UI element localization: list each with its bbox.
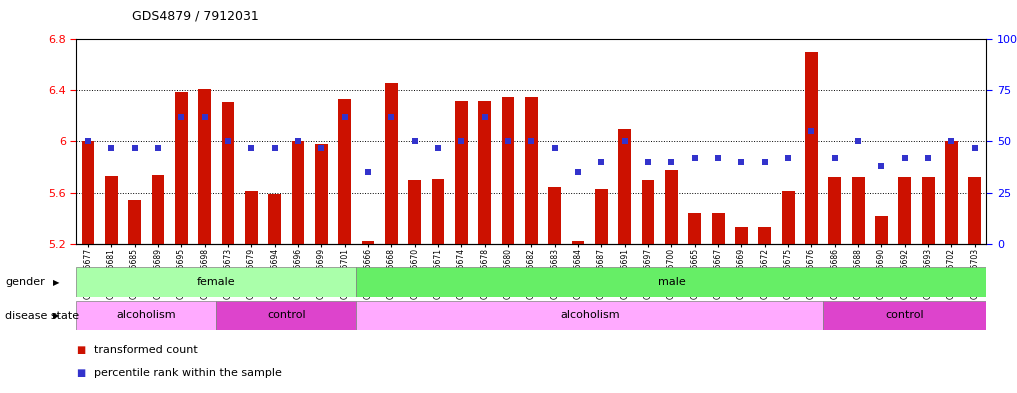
- Bar: [455, 101, 468, 244]
- Bar: [362, 241, 374, 244]
- Bar: [548, 187, 561, 244]
- Bar: [76, 301, 217, 330]
- Bar: [315, 144, 327, 244]
- Text: GDS4879 / 7912031: GDS4879 / 7912031: [132, 10, 259, 23]
- Text: ▶: ▶: [53, 278, 59, 286]
- Bar: [735, 227, 747, 244]
- Text: alcoholism: alcoholism: [117, 310, 176, 320]
- Bar: [968, 177, 981, 244]
- Bar: [595, 189, 608, 244]
- Bar: [805, 52, 818, 244]
- Text: ■: ■: [76, 368, 85, 378]
- Bar: [665, 169, 678, 244]
- Bar: [898, 177, 911, 244]
- Bar: [642, 180, 655, 244]
- Text: percentile rank within the sample: percentile rank within the sample: [94, 368, 282, 378]
- Bar: [339, 99, 351, 244]
- Text: disease state: disease state: [5, 310, 79, 321]
- Bar: [572, 241, 585, 244]
- Bar: [408, 180, 421, 244]
- Text: gender: gender: [5, 277, 45, 287]
- Bar: [384, 83, 398, 244]
- Bar: [945, 141, 958, 244]
- Bar: [851, 177, 864, 244]
- Bar: [689, 213, 701, 244]
- Bar: [198, 89, 212, 244]
- Bar: [921, 177, 935, 244]
- Bar: [759, 227, 771, 244]
- Bar: [217, 301, 356, 330]
- Bar: [292, 141, 304, 244]
- Bar: [618, 129, 632, 244]
- Bar: [525, 97, 538, 244]
- Text: female: female: [197, 277, 236, 287]
- Bar: [356, 301, 823, 330]
- Bar: [128, 200, 141, 244]
- Text: ■: ■: [76, 345, 85, 355]
- Bar: [245, 191, 257, 244]
- Bar: [222, 102, 234, 244]
- Bar: [823, 301, 986, 330]
- Text: transformed count: transformed count: [94, 345, 197, 355]
- Bar: [829, 177, 841, 244]
- Text: control: control: [886, 310, 924, 320]
- Bar: [501, 97, 515, 244]
- Bar: [76, 267, 356, 297]
- Text: alcoholism: alcoholism: [560, 310, 619, 320]
- Bar: [712, 213, 724, 244]
- Bar: [81, 141, 95, 244]
- Text: male: male: [658, 277, 685, 287]
- Bar: [782, 191, 794, 244]
- Bar: [105, 176, 118, 244]
- Bar: [875, 215, 888, 244]
- Bar: [431, 178, 444, 244]
- Text: control: control: [267, 310, 306, 320]
- Bar: [356, 267, 986, 297]
- Bar: [268, 194, 281, 244]
- Bar: [175, 92, 188, 244]
- Bar: [152, 174, 165, 244]
- Text: ▶: ▶: [53, 311, 59, 320]
- Bar: [478, 101, 491, 244]
